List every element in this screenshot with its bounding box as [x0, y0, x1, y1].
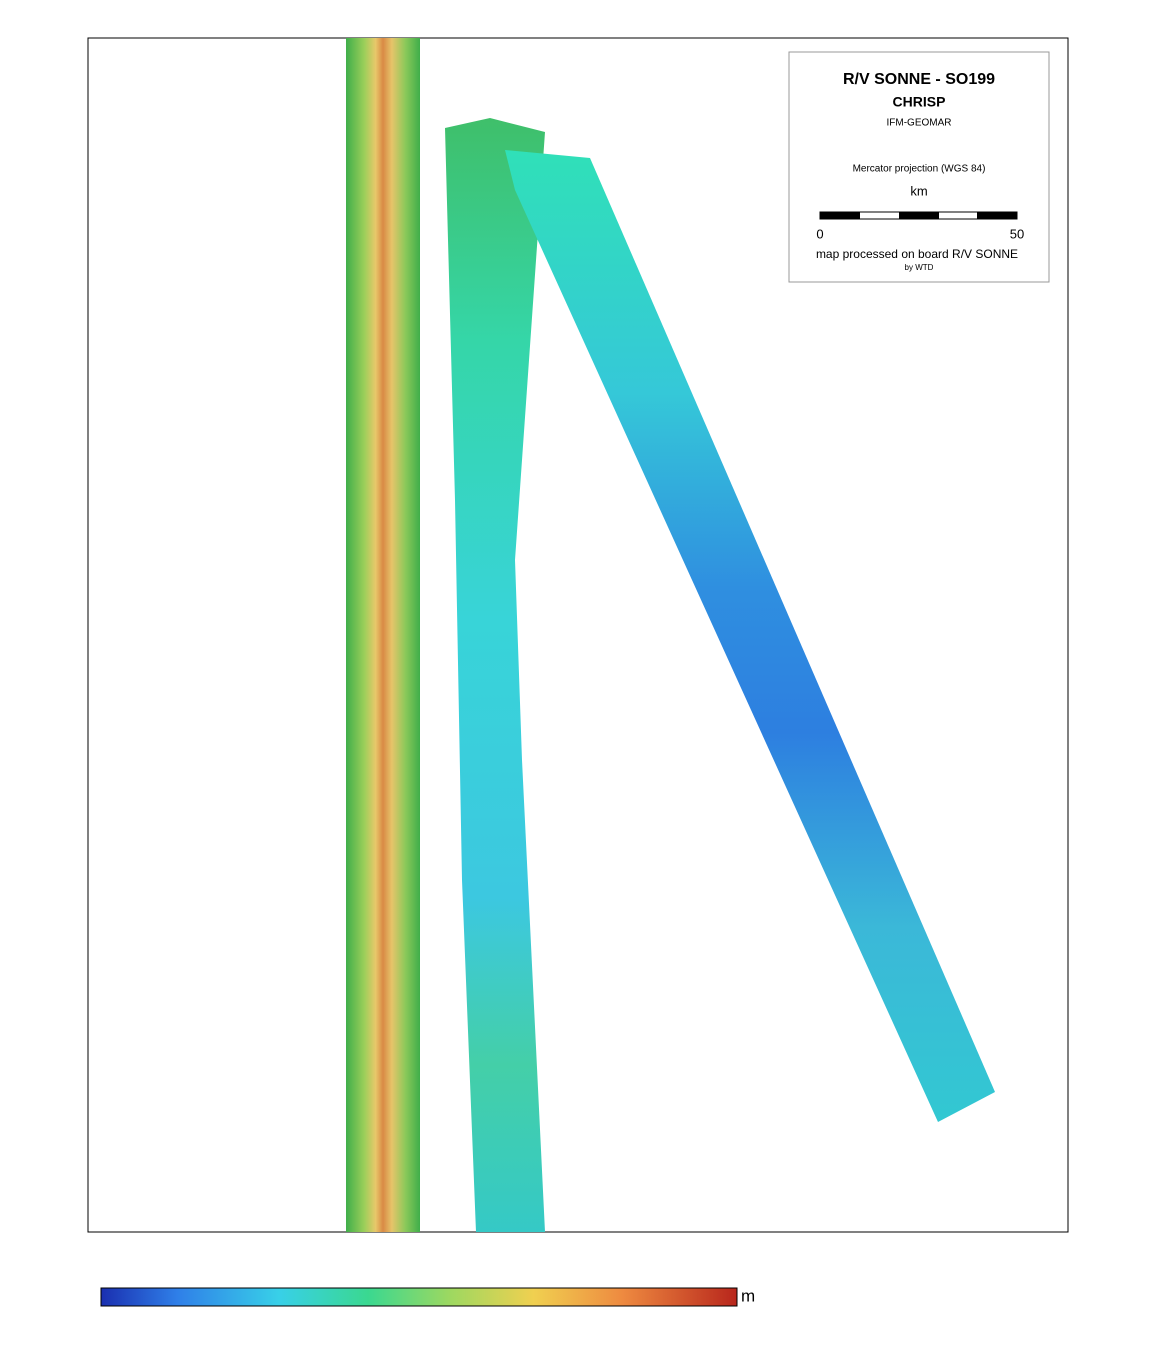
legend-projection: Mercator projection (WGS 84)	[853, 164, 986, 175]
scale-end: 50	[1010, 226, 1024, 241]
swath-ridge	[346, 38, 420, 1232]
legend-project: CHRISP	[893, 94, 946, 110]
scale-bar-segment	[977, 212, 1017, 219]
legend-note: map processed on board R/V SONNE	[816, 247, 1018, 261]
legend-author: by WTD	[905, 263, 934, 272]
legend-institute: IFM-GEOMAR	[887, 118, 952, 129]
scale-start: 0	[816, 226, 823, 241]
colorbar	[101, 1288, 737, 1306]
scale-unit: km	[910, 183, 927, 198]
colorbar-unit: m	[741, 1286, 755, 1305]
map-figure: R/V SONNE - SO199 CHRISP IFM-GEOMAR Merc…	[0, 0, 1151, 1341]
scale-bar-segment	[820, 212, 860, 219]
legend-box: R/V SONNE - SO199 CHRISP IFM-GEOMAR Merc…	[789, 52, 1049, 282]
scale-bar-segment	[899, 212, 939, 219]
legend-title: R/V SONNE - SO199	[843, 71, 995, 88]
